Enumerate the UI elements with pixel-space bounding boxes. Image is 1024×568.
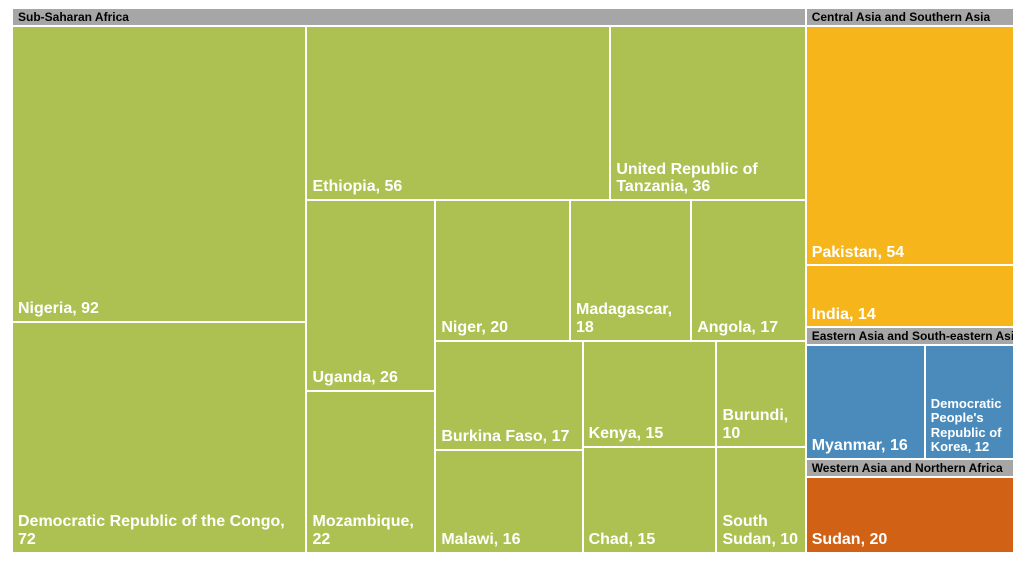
cell-label: United Republic of Tanzania, 36 bbox=[616, 160, 758, 196]
cell: Burundi, 10 bbox=[716, 340, 806, 447]
cell-label: Burkina Faso, 17 bbox=[441, 428, 570, 446]
cell-label: Ethiopia, 56 bbox=[312, 178, 403, 196]
cell: Chad, 15 bbox=[582, 446, 717, 553]
cell: Burkina Faso, 17 bbox=[435, 340, 583, 451]
cell: Nigeria, 92 bbox=[12, 26, 307, 322]
cell-label: Mozambique, 22 bbox=[312, 513, 414, 549]
cell-label: Burundi, 10 bbox=[722, 407, 789, 443]
cell: United Republic of Tanzania, 36 bbox=[610, 26, 806, 201]
cell-label: Madagascar, 18 bbox=[576, 301, 673, 336]
group-header: Eastern Asia and South-eastern Asia bbox=[805, 327, 1014, 346]
cell-label: Democratic Republic of the Congo, 72 bbox=[18, 513, 285, 549]
cell: India, 14 bbox=[805, 265, 1014, 328]
cell: Ethiopia, 56 bbox=[306, 26, 611, 201]
cell: Democratic People's Republic of Korea, 1… bbox=[924, 345, 1014, 460]
cell: Uganda, 26 bbox=[306, 200, 436, 392]
cell: Malawi, 16 bbox=[435, 450, 583, 553]
cell-label: Kenya, 15 bbox=[588, 425, 664, 443]
group-header: Western Asia and Northern Africa bbox=[805, 459, 1014, 478]
group-header: Central Asia and Southern Asia bbox=[805, 8, 1014, 26]
cell: Madagascar, 18 bbox=[570, 200, 692, 341]
cell: Democratic Republic of the Congo, 72 bbox=[12, 321, 307, 553]
cell: Niger, 20 bbox=[435, 200, 570, 341]
cell-label: Malawi, 16 bbox=[441, 531, 521, 549]
cell-label: Democratic People's Republic of Korea, 1… bbox=[930, 395, 1002, 455]
cell: Angola, 17 bbox=[691, 200, 806, 341]
cell-label: Uganda, 26 bbox=[312, 369, 398, 387]
cell: South Sudan, 10 bbox=[716, 446, 806, 553]
cell-label: Nigeria, 92 bbox=[18, 299, 99, 317]
cell: Myanmar, 16 bbox=[805, 345, 925, 460]
cell-label: South Sudan, 10 bbox=[722, 513, 799, 549]
group-header: Sub-Saharan Africa bbox=[12, 8, 806, 26]
cell-label: Chad, 15 bbox=[588, 531, 656, 549]
cell: Kenya, 15 bbox=[582, 340, 717, 447]
cell-label: Angola, 17 bbox=[697, 319, 779, 336]
cell: Sudan, 20 bbox=[805, 477, 1014, 553]
cell: Mozambique, 22 bbox=[306, 391, 436, 553]
cell-label: India, 14 bbox=[811, 305, 876, 323]
cell-label: Sudan, 20 bbox=[811, 531, 888, 549]
cell-label: Niger, 20 bbox=[441, 319, 509, 336]
cell: Pakistan, 54 bbox=[805, 26, 1014, 266]
cell-label: Myanmar, 16 bbox=[811, 437, 908, 455]
cell-label: Pakistan, 54 bbox=[811, 243, 905, 261]
